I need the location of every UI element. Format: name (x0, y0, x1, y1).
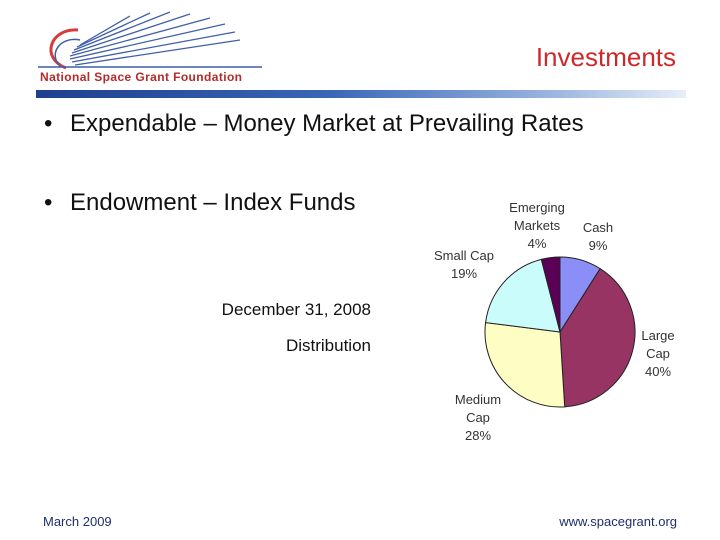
footer-date: March 2009 (43, 514, 112, 529)
bullet-icon: • (44, 189, 53, 216)
bullet-icon: • (44, 110, 53, 137)
bullet-item-expendable: • Expendable – Money Market at Prevailing… (44, 110, 584, 138)
footer-url: www.spacegrant.org (559, 514, 677, 529)
pie-slice-label: Medium Cap 28% (455, 392, 501, 443)
pie-slice-label: Cash 9% (583, 220, 613, 253)
header-divider (36, 90, 686, 98)
pie-chart: Cash 9% Large Cap 40% Medium Cap 28% Small Cap 19… (434, 200, 675, 443)
bullet-text: Endowment – Index Funds (70, 189, 356, 216)
pie-slice-label: Large Cap 40% (641, 328, 674, 379)
pie-slice (485, 258, 561, 333)
pie-slice-label: Small Cap 19% (434, 248, 494, 281)
chart-date-caption: December 31, 2008 (221, 300, 371, 319)
chart-distribution-caption: Distribution (285, 336, 371, 355)
pie-slice (484, 322, 566, 408)
pie-slice (559, 267, 636, 408)
slide-title: Investments (535, 42, 676, 72)
bullet-text: Expendable – Money Market at Prevailing … (70, 110, 584, 137)
pie-slice-label: Emerging Markets 4% (509, 200, 565, 251)
logo-text: National Space Grant Foundation (40, 70, 243, 84)
bullet-item-endowment: • Endowment – Index Funds (44, 189, 356, 217)
pie-slice (540, 256, 561, 333)
logo-swoosh-icon (38, 11, 262, 70)
